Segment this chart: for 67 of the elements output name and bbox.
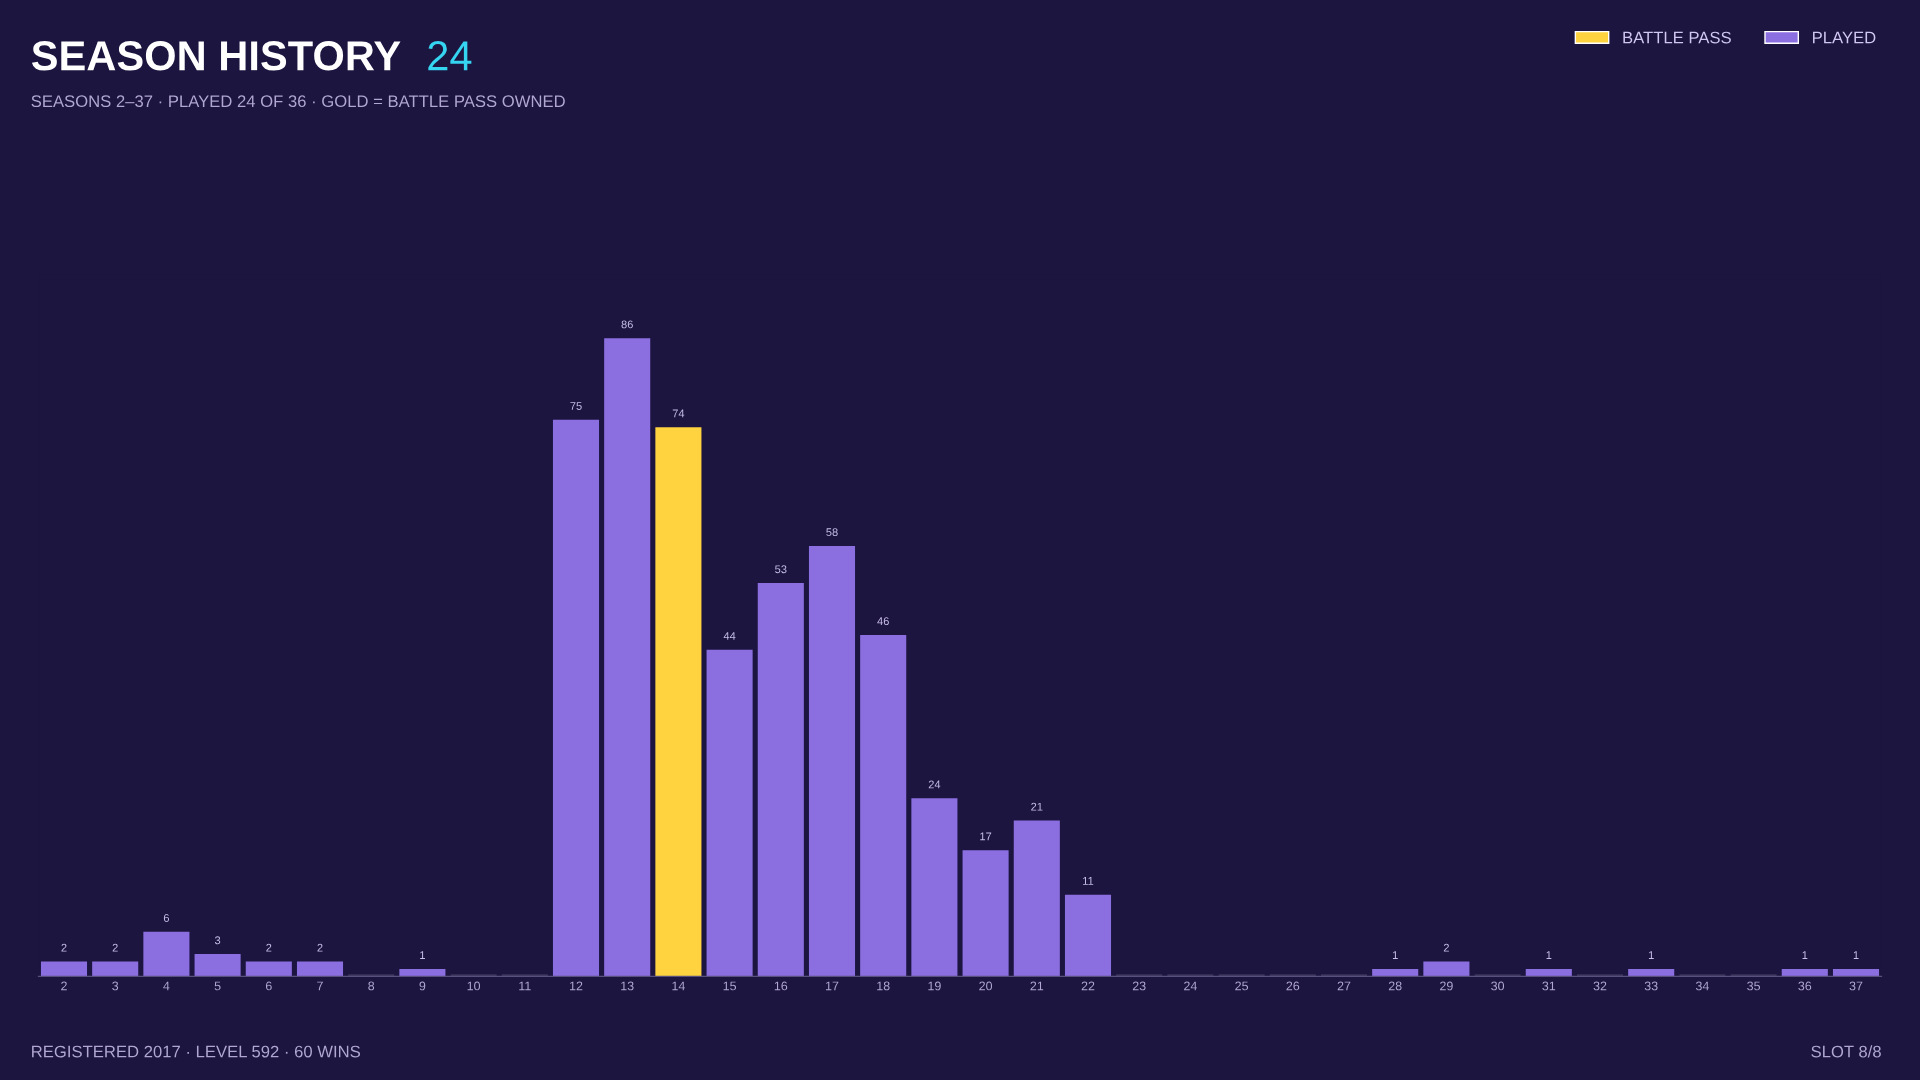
data-label: 1 [1853, 951, 1859, 959]
x-tick-label: 33 [1644, 981, 1658, 991]
text: 24 [428, 41, 472, 71]
x-tick-label: 31 [1542, 981, 1556, 991]
x-tick-label: 12 [570, 981, 583, 991]
x-tick-label: 28 [1388, 981, 1402, 991]
data-label: 1 [1648, 951, 1654, 959]
x-tick-label: 20 [979, 981, 993, 991]
text: REGISTERED 2017 · LEVEL 592 · 60 WINS [32, 1045, 361, 1058]
x-tick-label: 35 [1747, 981, 1761, 991]
data-label: 1 [1546, 951, 1552, 959]
data-label: 53 [775, 565, 787, 574]
x-tick-label: 13 [621, 981, 634, 991]
data-label: 86 [621, 320, 633, 329]
x-tick-label: 21 [1030, 981, 1044, 991]
data-label: 46 [877, 617, 889, 626]
x-tick-label: 29 [1440, 981, 1453, 991]
x-tick-label: 27 [1337, 981, 1351, 991]
x-tick-label: 23 [1132, 981, 1146, 991]
x-tick-label: 15 [723, 981, 737, 991]
x-tick-label: 26 [1286, 981, 1300, 991]
x-tick-label: 11 [519, 981, 531, 991]
x-tick-label: 25 [1235, 981, 1249, 991]
data-label: 44 [723, 632, 736, 640]
data-label: 17 [980, 832, 992, 841]
x-tick-label: 3 [112, 981, 119, 991]
x-tick-label: 36 [1798, 981, 1812, 991]
legend-label: BATTLE PASS [1623, 31, 1731, 44]
x-tick-label: 2 [61, 981, 67, 991]
data-label: 2 [61, 943, 67, 952]
data-label: 75 [570, 402, 582, 410]
x-tick-label: 16 [774, 981, 788, 991]
data-label: 11 [1083, 877, 1094, 885]
data-label: 58 [826, 528, 838, 537]
x-tick-label: 19 [928, 981, 941, 991]
x-tick-label: 6 [265, 981, 272, 991]
x-tick-label: 32 [1593, 981, 1607, 991]
x-tick-label: 34 [1695, 981, 1709, 991]
x-tick-label: 9 [419, 981, 426, 991]
x-tick-label: 10 [467, 981, 481, 991]
x-tick-label: 5 [214, 981, 221, 991]
text: SLOT 8/8 [1811, 1045, 1881, 1058]
x-tick-label: 22 [1081, 981, 1095, 991]
x-tick-label: 24 [1184, 981, 1197, 991]
data-label: 24 [928, 780, 941, 789]
data-label: 1 [1392, 951, 1398, 959]
data-label: 1 [420, 951, 425, 959]
data-label: 3 [214, 936, 221, 945]
data-label: 21 [1031, 802, 1043, 811]
x-tick-label: 8 [368, 981, 375, 991]
x-tick-label: 30 [1491, 981, 1505, 991]
legend-label: PLAYED [1813, 31, 1876, 44]
data-label: 2 [266, 943, 272, 952]
data-label: 6 [163, 914, 169, 922]
data-label: 1 [1802, 951, 1808, 959]
data-label: 2 [112, 943, 118, 952]
x-tick-label: 7 [317, 981, 323, 991]
data-label: 2 [317, 943, 323, 952]
data-label: 74 [672, 409, 685, 418]
x-tick-label: 37 [1849, 981, 1863, 991]
x-tick-label: 17 [826, 981, 839, 991]
data-label: 2 [1443, 943, 1449, 952]
chart-subtitle: SEASONS 2–37 · PLAYED 24 OF 36 · GOLD = BATTLE PASS OWNED [31, 95, 565, 108]
x-tick-label: 4 [163, 981, 170, 991]
chart-title: SEASON HISTORY [31, 41, 401, 71]
x-tick-label: 18 [877, 981, 890, 991]
x-tick-label: 14 [672, 981, 685, 991]
